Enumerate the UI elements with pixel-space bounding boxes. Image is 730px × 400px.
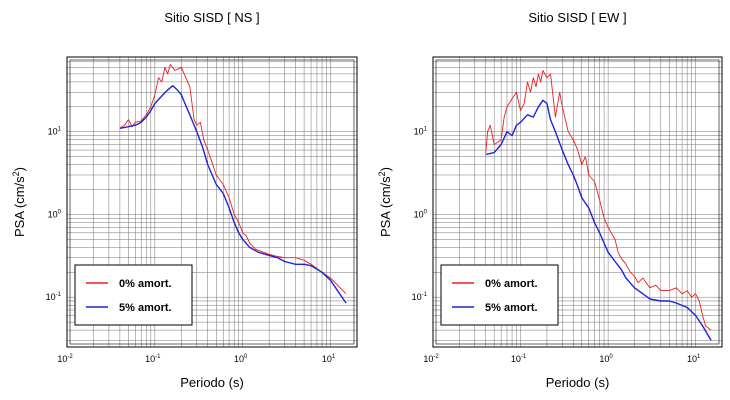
x-tick-label: 10-1 xyxy=(145,354,161,364)
y-tick-exponent: 0 xyxy=(424,209,428,215)
legend-label: 5% amort. xyxy=(485,302,538,314)
legend-label: 0% amort. xyxy=(485,278,538,290)
x-tick-base: 10 xyxy=(599,354,609,364)
legend-label: 5% amort. xyxy=(119,302,172,314)
x-tick-base: 10 xyxy=(145,354,155,364)
y-axis-label-end: ) xyxy=(378,167,393,171)
x-tick-base: 10 xyxy=(322,354,332,364)
series-line-amort-5 xyxy=(485,99,712,341)
x-tick-label: 10-2 xyxy=(423,354,439,364)
x-tick-exponent: -1 xyxy=(155,354,161,360)
x-tick-base: 10 xyxy=(423,354,433,364)
y-tick-base: 10 xyxy=(412,292,422,302)
x-tick-base: 10 xyxy=(234,354,244,364)
x-tick-exponent: 1 xyxy=(332,354,336,360)
legend-box xyxy=(440,264,559,326)
x-tick-exponent: -2 xyxy=(67,354,73,360)
y-tick-exponent: 1 xyxy=(58,127,62,133)
chart-panel-0: Sitio SISD [ NS ]10-2 10-1 100 10110-110010… xyxy=(11,10,358,390)
y-tick-label: 10-1 xyxy=(412,292,428,302)
x-tick-exponent: -1 xyxy=(521,354,527,360)
y-axis-label: PSA (cm/s2) xyxy=(11,167,27,237)
x-tick-base: 10 xyxy=(687,354,697,364)
plot-frame xyxy=(66,56,358,348)
chart-panel-1: Sitio SISD [ EW ]10-2 10-1 100 10110-110010… xyxy=(377,10,723,390)
chart-title: Sitio SISD [ NS ] xyxy=(164,10,259,25)
y-axis-label: PSA (cm/s2) xyxy=(377,167,393,237)
x-tick-label: 101 xyxy=(687,354,701,364)
y-tick-label: 101 xyxy=(48,127,62,137)
x-tick-exponent: 0 xyxy=(609,354,613,360)
y-tick-base: 10 xyxy=(414,209,424,219)
y-tick-label: 100 xyxy=(48,209,62,219)
x-axis-label: Periodo (s) xyxy=(180,375,244,390)
y-axis-label-text: PSA (cm/s xyxy=(378,176,393,237)
series-line-amort-5 xyxy=(119,85,347,304)
y-tick-exponent: -1 xyxy=(56,292,62,298)
x-tick-label: 100 xyxy=(234,354,248,364)
y-axis-label-text: PSA (cm/s xyxy=(12,176,27,237)
legend-box xyxy=(74,264,193,326)
y-axis-label-end: ) xyxy=(12,167,27,171)
y-tick-exponent: -1 xyxy=(422,292,428,298)
series-line-amort-0 xyxy=(485,70,712,331)
legend: 0% amort. 5% amort. xyxy=(74,264,193,326)
x-axis-label: Periodo (s) xyxy=(546,375,610,390)
y-tick-label: 100 xyxy=(414,209,428,219)
y-tick-label: 101 xyxy=(414,127,428,137)
legend: 0% amort. 5% amort. xyxy=(440,264,559,326)
y-tick-base: 10 xyxy=(414,127,424,137)
x-tick-exponent: 0 xyxy=(244,354,248,360)
y-tick-label: 10-1 xyxy=(46,292,62,302)
y-tick-base: 10 xyxy=(46,292,56,302)
legend-label: 0% amort. xyxy=(119,278,172,290)
x-tick-label: 101 xyxy=(322,354,336,364)
plot-frame-inner xyxy=(69,59,355,345)
y-axis-label-superscript: 2 xyxy=(11,171,21,176)
x-tick-exponent: -2 xyxy=(433,354,439,360)
x-tick-exponent: 1 xyxy=(697,354,701,360)
x-tick-base: 10 xyxy=(511,354,521,364)
x-tick-label: 10-1 xyxy=(511,354,527,364)
x-tick-base: 10 xyxy=(57,354,67,364)
chart-title: Sitio SISD [ EW ] xyxy=(528,10,626,25)
y-tick-exponent: 1 xyxy=(424,127,428,133)
y-axis-label-superscript: 2 xyxy=(377,171,387,176)
series-line-amort-0 xyxy=(119,64,347,295)
grid-lines xyxy=(66,56,358,347)
y-tick-base: 10 xyxy=(48,127,58,137)
x-tick-label: 10-2 xyxy=(57,354,73,364)
x-tick-label: 100 xyxy=(599,354,613,364)
plot-frame xyxy=(432,56,723,348)
plot-frame-inner xyxy=(435,59,720,345)
y-tick-exponent: 0 xyxy=(58,209,62,215)
y-tick-base: 10 xyxy=(48,209,58,219)
